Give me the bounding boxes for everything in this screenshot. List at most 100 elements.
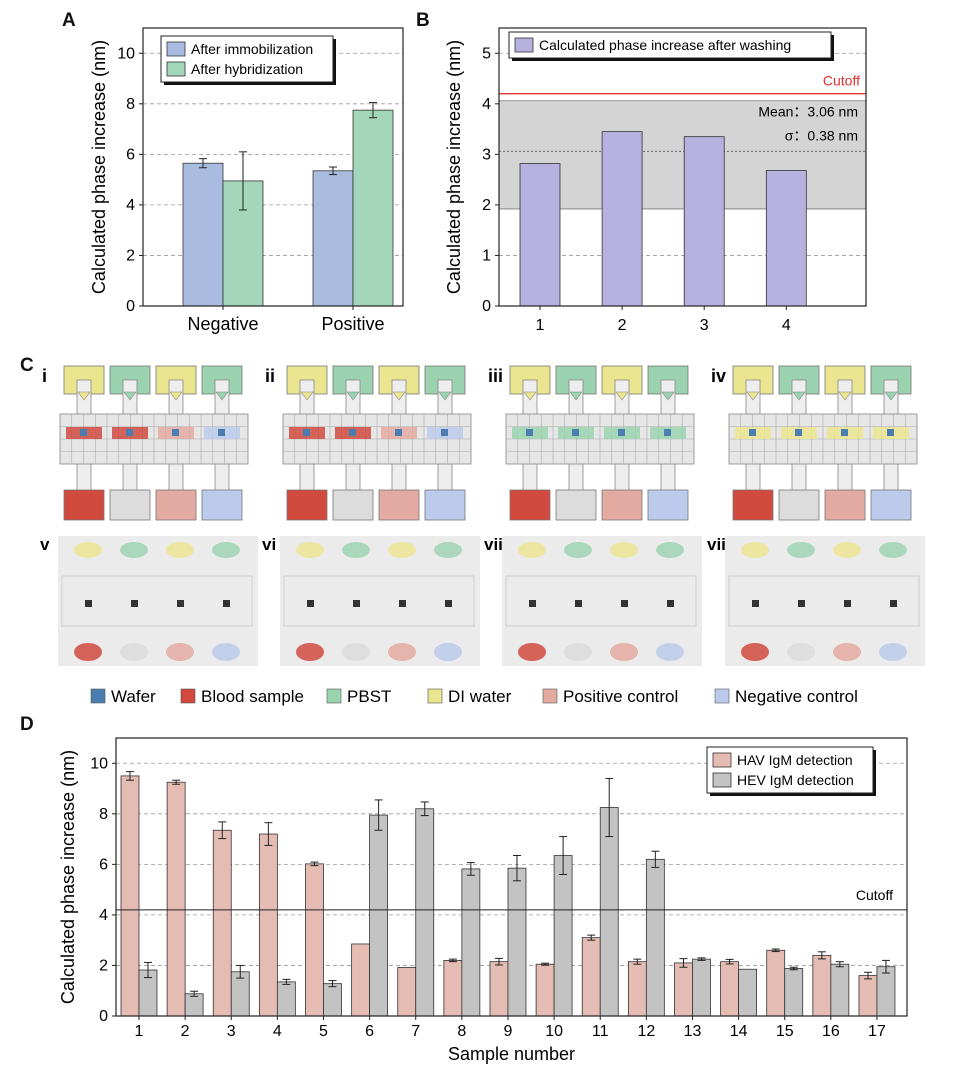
x-tick-label: 7	[411, 1023, 420, 1040]
wafer-square	[441, 429, 448, 436]
bar	[766, 949, 786, 1017]
x-tick-label: 11	[592, 1023, 609, 1040]
wafer-square	[841, 429, 848, 436]
bar	[461, 868, 481, 1017]
photo-droplet	[610, 542, 638, 558]
y-tick-label: 2	[126, 247, 135, 264]
legend-label: Blood sample	[201, 687, 304, 706]
legend-label: HEV IgM detection	[737, 772, 854, 788]
photo-droplet	[74, 643, 102, 661]
x-tick-label: 15	[776, 1023, 794, 1040]
photo-wafer	[798, 600, 805, 607]
legend-label: After immobilization	[191, 41, 313, 57]
photo-droplet	[74, 542, 102, 558]
bottom-reservoir	[286, 489, 328, 521]
flow-arrow-icon	[615, 391, 629, 401]
photo-chip	[728, 575, 920, 627]
photo-droplet	[212, 643, 240, 661]
flow-arrow-icon	[746, 391, 760, 401]
y-tick-label: 8	[126, 96, 135, 113]
photo-droplet	[610, 643, 638, 661]
photo-droplet	[656, 542, 684, 558]
x-tick-label: 1	[536, 317, 545, 334]
y-tick-label: 5	[482, 45, 491, 62]
bar	[212, 829, 232, 1017]
cutoff-label: Cutoff	[856, 887, 893, 903]
bar	[553, 855, 573, 1017]
legend-swatch	[180, 688, 196, 704]
photo-droplet	[342, 643, 370, 661]
legend-label: Negative control	[735, 687, 858, 706]
wafer-square	[795, 429, 802, 436]
bar	[627, 961, 647, 1017]
photo-droplet	[120, 643, 148, 661]
photo-droplet	[296, 542, 324, 558]
wafer-square	[664, 429, 671, 436]
photo-droplet	[434, 643, 462, 661]
bar	[352, 109, 394, 307]
legend-swatch	[542, 688, 558, 704]
bottom-reservoir	[647, 489, 689, 521]
photo-droplet	[741, 643, 769, 661]
photo-wafer	[131, 600, 138, 607]
wafer-square	[303, 429, 310, 436]
flow-arrow-icon	[661, 391, 675, 401]
flow-arrow-icon	[884, 391, 898, 401]
bar	[276, 981, 296, 1017]
photo-wafer	[667, 600, 674, 607]
y-tick-label: 4	[126, 197, 135, 214]
photo-droplet	[833, 542, 861, 558]
photo-droplet	[518, 643, 546, 661]
bar	[720, 961, 739, 1017]
photo-wafer	[445, 600, 452, 607]
panel-label-d: D	[20, 714, 34, 735]
panel-label-b: B	[416, 10, 430, 31]
roman-label: viii	[707, 535, 731, 554]
chart-d: 1 2 3 4 5 6 7 8 9 10 11 12 13 14 15 16 17Cutoff0246810Ca…	[58, 737, 908, 1064]
x-tick-label: 10	[545, 1023, 563, 1040]
photo-chip	[283, 575, 475, 627]
bar	[830, 963, 850, 1017]
bar	[351, 943, 371, 1017]
flow-arrow-icon	[523, 391, 537, 401]
bottom-reservoir	[201, 489, 243, 521]
flow-arrow-icon	[123, 391, 137, 401]
bar	[312, 170, 354, 307]
y-tick-label: 8	[99, 806, 108, 823]
bottom-reservoir	[424, 489, 466, 521]
wafer-square	[618, 429, 625, 436]
legend-swatch	[166, 61, 186, 77]
bar	[415, 808, 435, 1017]
photo-wafer	[85, 600, 92, 607]
bar	[182, 162, 224, 307]
x-tick-label: 8	[457, 1023, 466, 1040]
legend-swatch	[90, 688, 106, 704]
x-tick-label: 14	[730, 1023, 748, 1040]
wafer-square	[395, 429, 402, 436]
x-tick-label: 2	[618, 317, 627, 334]
legend-swatch	[514, 37, 534, 53]
legend-label: Positive control	[563, 687, 678, 706]
panel-label-c: C	[20, 355, 34, 376]
photo-droplet	[741, 542, 769, 558]
flow-arrow-icon	[300, 391, 314, 401]
flow-arrow-icon	[792, 391, 806, 401]
wafer-square	[126, 429, 133, 436]
chart-a: Negative Positive 0 2 4 6 8 10 Calculated phase …	[89, 27, 404, 334]
mean-annotation: Mean：3.06 nm	[758, 103, 858, 119]
photo-wafer	[844, 600, 851, 607]
legend-label: Wafer	[111, 687, 156, 706]
y-tick-label: 10	[117, 45, 135, 62]
wafer-square	[572, 429, 579, 436]
photo-droplet	[879, 542, 907, 558]
photo-droplet	[656, 643, 684, 661]
roman-label: iv	[711, 366, 726, 386]
legend-swatch	[712, 752, 732, 768]
y-tick-label: 6	[99, 856, 108, 873]
photo-droplet	[879, 643, 907, 661]
photo-wafer	[575, 600, 582, 607]
bar	[765, 170, 807, 307]
y-tick-label: 0	[99, 1008, 108, 1025]
bar	[601, 131, 643, 307]
x-axis-label: Sample number	[448, 1044, 575, 1064]
